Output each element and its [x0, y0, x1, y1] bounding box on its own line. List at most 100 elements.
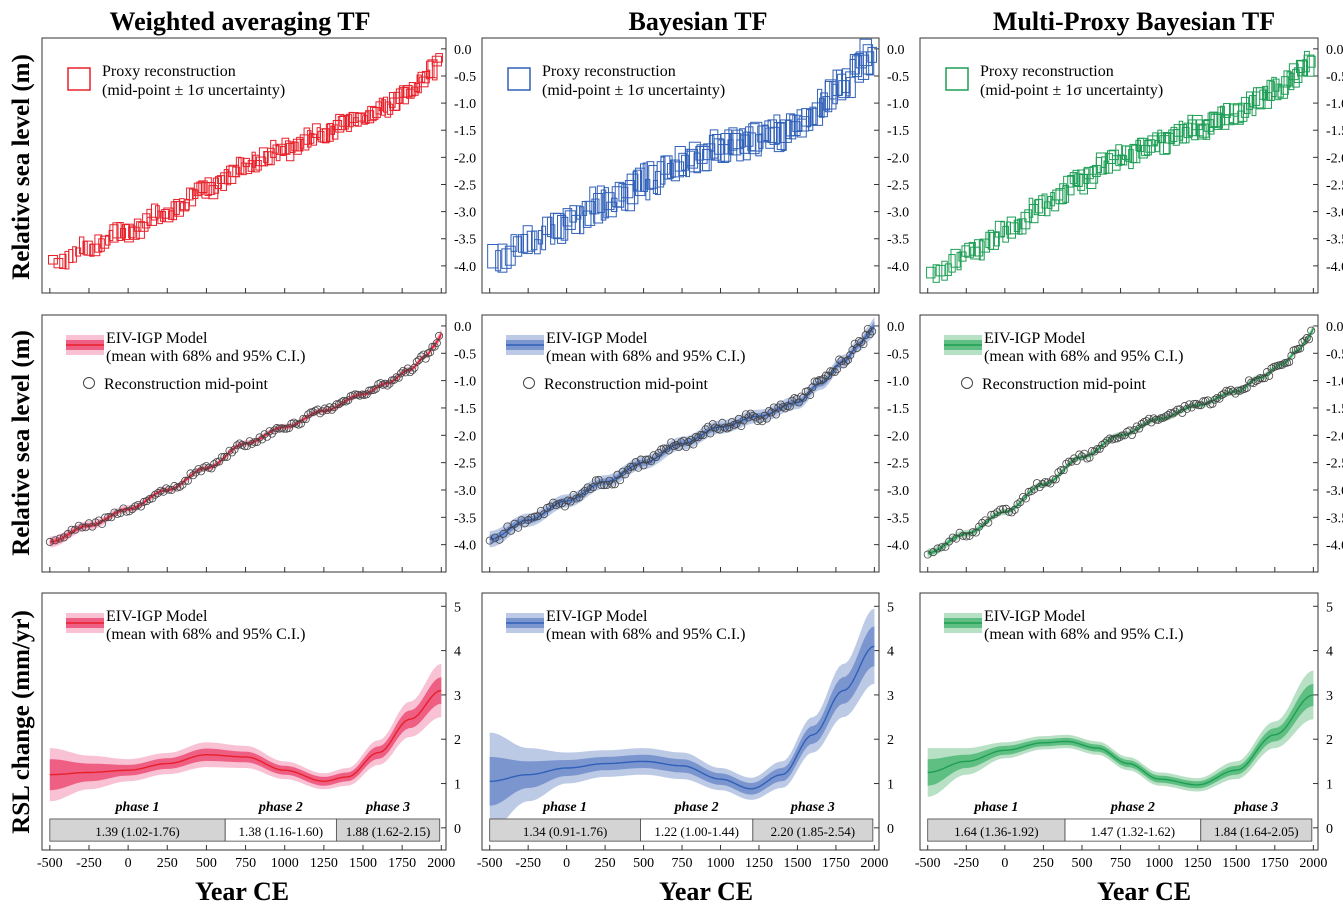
proxy-box — [935, 264, 946, 277]
proxy-box — [571, 214, 581, 234]
proxy-box — [773, 121, 785, 153]
midpoint-marker — [664, 446, 673, 455]
midpoint-marker — [104, 513, 113, 522]
midpoint-marker — [799, 393, 808, 402]
y-tick-label: -2.5 — [454, 178, 476, 193]
midpoint-marker — [1298, 338, 1307, 347]
midpoint-marker — [280, 424, 289, 433]
proxy-box — [1120, 155, 1128, 166]
proxy-box — [487, 244, 499, 269]
midpoint-marker — [691, 432, 700, 441]
x-tick-label: 250 — [157, 856, 178, 871]
legend-label: EIV-IGP Model — [984, 608, 1086, 625]
y-tick-label: -2.5 — [1326, 457, 1343, 472]
y-tick-label: -1.5 — [454, 124, 476, 139]
midpoint-marker — [575, 493, 584, 502]
plot-frame — [41, 592, 447, 851]
midpoint-marker — [753, 417, 762, 426]
y-tick-label: 4 — [454, 645, 461, 660]
midpoint-marker — [758, 417, 767, 426]
x-tick-label: 250 — [1033, 856, 1054, 871]
midpoint-marker — [1062, 459, 1071, 468]
column-title-3: Multi-Proxy Bayesian TF — [993, 7, 1275, 36]
legend-box-icon — [945, 67, 969, 91]
y-tick-label: -3.5 — [454, 233, 476, 248]
proxy-box — [1262, 85, 1269, 101]
midpoint-marker — [1049, 475, 1058, 484]
phase-rate: 1.39 (1.02-1.76) — [95, 824, 180, 839]
midpoint-marker — [821, 371, 830, 380]
proxy-box — [124, 223, 134, 243]
x-tick-label: 500 — [633, 856, 654, 871]
midpoint-marker — [394, 373, 403, 382]
panel-r3-c3: 0 1 2 3 4 5 -500 -250 0 250 500 750 1000 1250 1500 1750… — [915, 592, 1333, 871]
midpoint-marker — [591, 476, 600, 485]
proxy-box — [1223, 102, 1231, 118]
panel-r2-c3: 0.0 -0.5 -1.0 -1.5 -2.0 -2.5 -3.0 -3.5 -4.0 Recon… — [919, 314, 1343, 573]
legend-label: Proxy reconstruction — [980, 63, 1114, 80]
proxy-box — [1059, 183, 1067, 205]
proxy-box — [1168, 129, 1175, 145]
midpoint-marker — [258, 435, 267, 444]
proxy-box — [711, 133, 721, 161]
legend-sublabel: (mid-point ± 1σ uncertainty) — [102, 82, 285, 99]
proxy-box — [1106, 150, 1116, 165]
midpoint-marker — [1256, 374, 1265, 383]
midpoint-marker — [167, 485, 176, 494]
proxy-box — [1083, 168, 1090, 184]
proxy-box — [136, 221, 145, 239]
midpoint-marker — [499, 529, 508, 538]
midpoint-marker — [330, 403, 339, 412]
midpoint-marker — [390, 375, 399, 384]
y-tick-label: 1 — [1326, 778, 1333, 793]
y-tick-label: -3.5 — [887, 233, 909, 248]
panel-r1-c3: 0.0 -0.5 -1.0 -1.5 -2.0 -2.5 -3.0 -3.5 -4.0 Proxy… — [919, 37, 1343, 294]
proxy-box — [1083, 166, 1094, 180]
y-tick-label: -2.5 — [887, 457, 909, 472]
proxy-box — [402, 86, 409, 105]
midpoint-marker — [652, 452, 661, 461]
proxy-box — [291, 141, 299, 152]
midpoint-marker — [215, 457, 224, 466]
x-tick-label: 1500 — [783, 856, 811, 871]
phase-label: phase 1 — [115, 800, 160, 815]
midpoint-marker — [284, 424, 293, 433]
proxy-box — [576, 205, 582, 220]
legend-circle-icon — [83, 377, 95, 389]
proxy-box — [179, 198, 185, 211]
y-tick-label: -4.0 — [1326, 539, 1343, 554]
x-tick-label: 0 — [563, 856, 570, 871]
proxy-box — [435, 53, 443, 63]
proxy-box — [603, 192, 615, 211]
midpoint-marker — [686, 435, 695, 444]
midpoint-marker — [323, 406, 332, 415]
midpoint-marker — [1088, 446, 1097, 455]
proxy-box — [247, 160, 255, 172]
midpoint-marker — [304, 410, 313, 419]
y-tick-label: -3.0 — [454, 206, 476, 221]
proxy-box — [98, 238, 105, 252]
midpoint-marker — [841, 357, 850, 366]
midpoint-marker — [1004, 507, 1013, 516]
proxy-box — [865, 51, 875, 76]
y-tick-label: -4.0 — [454, 539, 476, 554]
proxy-box — [204, 177, 212, 196]
midpoint-marker — [1217, 391, 1226, 400]
midpoint-marker — [316, 409, 325, 418]
midpoint-marker — [844, 355, 853, 364]
midpoint-marker — [589, 483, 598, 492]
proxy-box — [1108, 149, 1119, 161]
midpoint-marker — [217, 453, 226, 462]
midpoint-marker — [597, 481, 606, 490]
proxy-box — [522, 225, 533, 255]
midpoint-marker — [781, 404, 790, 413]
proxy-box — [133, 218, 142, 232]
midpoint-marker — [734, 414, 743, 423]
midpoint-marker — [1035, 483, 1044, 492]
proxy-box — [161, 209, 171, 219]
midpoint-marker — [631, 458, 640, 467]
midpoint-marker — [299, 414, 308, 423]
y-tick-label: -4.0 — [1326, 260, 1343, 275]
midpoint-marker — [265, 427, 274, 436]
midpoint-marker — [530, 512, 539, 521]
